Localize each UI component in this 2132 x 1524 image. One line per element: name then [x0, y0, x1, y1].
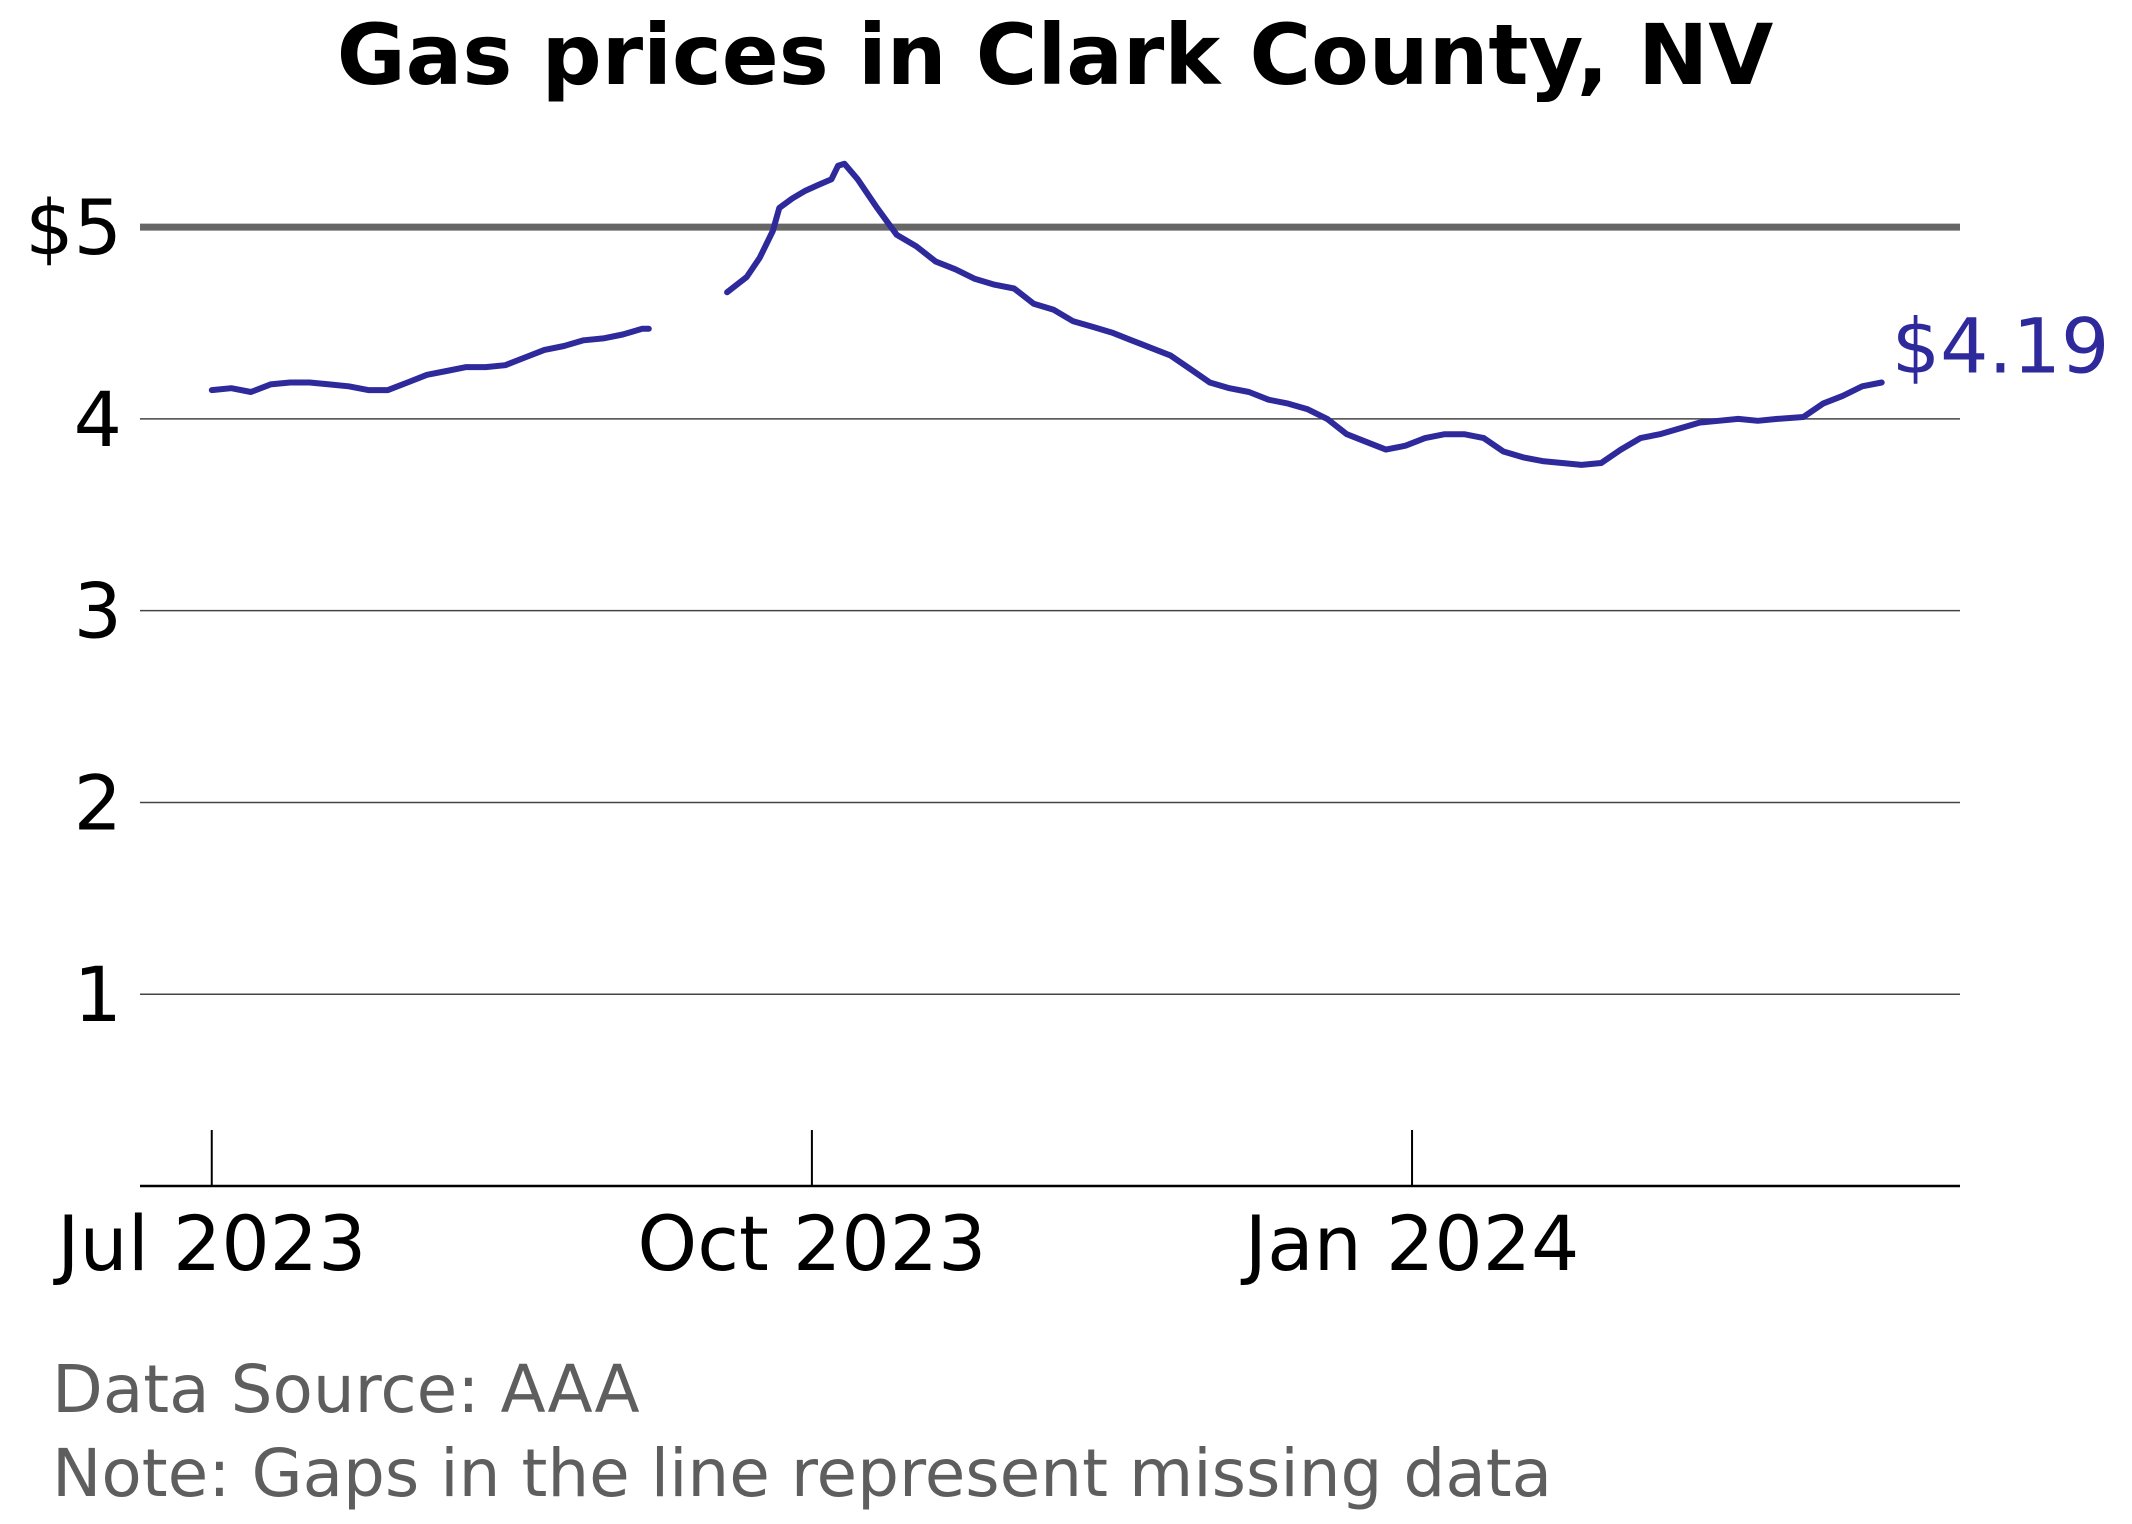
y-tick-label: 4: [74, 375, 122, 464]
price-series: [208, 160, 1885, 468]
y-tick-label: 3: [74, 567, 122, 656]
price-line-segment: [208, 325, 652, 395]
missing-data-note: Note: Gaps in the line represent missing…: [52, 1435, 1552, 1512]
data-source-note: Data Source: AAA: [52, 1351, 640, 1428]
latest-price-label: $4.19: [1892, 301, 2110, 390]
y-axis-ticks: 1 2 3 4 $5: [25, 183, 122, 1039]
y-tick-label: 2: [74, 758, 122, 847]
chart-title: Gas prices in Clark County, NV: [337, 6, 1774, 104]
y-tick-label: $5: [25, 183, 122, 272]
x-tick-label: Jul 2023: [53, 1199, 366, 1288]
price-line-segment: [724, 160, 1885, 468]
y-tick-label: 1: [74, 950, 122, 1039]
grid-lines: [140, 223, 1960, 995]
x-axis-ticks: Jul 2023 Oct 2023 Jan 2024: [53, 1130, 1579, 1288]
x-tick-label: Jan 2024: [1241, 1199, 1580, 1288]
x-tick-label: Oct 2023: [637, 1199, 986, 1288]
